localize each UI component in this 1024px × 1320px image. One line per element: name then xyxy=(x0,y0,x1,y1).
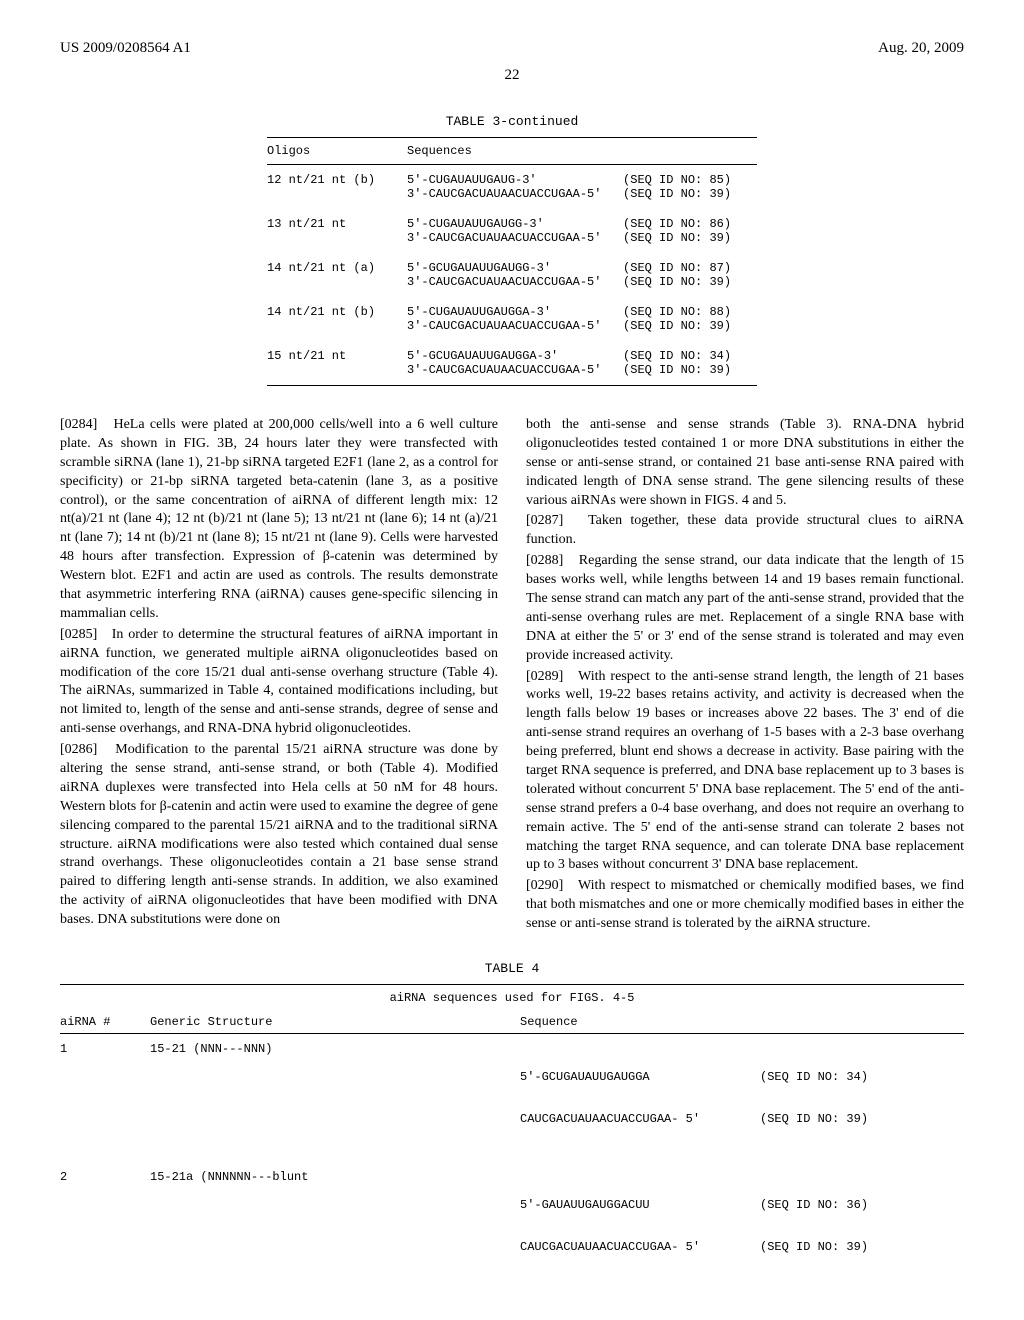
para-text: With respect to mismatched or chemically… xyxy=(526,878,964,931)
seqid1: (SEQ ID NO: 36) xyxy=(760,1198,868,1212)
right-column: both the anti-sense and sense strands (T… xyxy=(526,416,964,936)
airna-num: 1 xyxy=(60,1042,150,1154)
paragraph-0290: [0290] With respect to mismatched or che… xyxy=(526,877,964,934)
table-row: 1 15-21 (NNN---NNN) 5'-GCUGAUAUUGAUGGA C… xyxy=(60,1034,964,1162)
seq1: 5'-CUGAUAUUGAUGGA-3' xyxy=(407,305,551,319)
para-num: [0284] xyxy=(60,417,97,432)
seqid2: (SEQ ID NO: 39) xyxy=(623,319,731,333)
seqid2: (SEQ ID NO: 39) xyxy=(623,187,731,201)
table3: Oligos Sequences 12 nt/21 nt (b) 5'-CUGA… xyxy=(267,137,757,386)
seqid1: (SEQ ID NO: 86) xyxy=(623,217,731,231)
seqid2: (SEQ ID NO: 39) xyxy=(623,231,731,245)
seqid1: (SEQ ID NO: 34) xyxy=(623,349,731,363)
seqid1: (SEQ ID NO: 87) xyxy=(623,261,731,275)
seqid1: (SEQ ID NO: 85) xyxy=(623,173,731,187)
seq2: 3'-CAUCGACUAUAACUACCUGAA-5' xyxy=(407,319,601,333)
seqid2: (SEQ ID NO: 39) xyxy=(760,1112,868,1126)
seq2: CAUCGACUAUAACUACCUGAA- 5' xyxy=(520,1112,760,1126)
seq1: 5'-GCUGAUAUUGAUGGA xyxy=(520,1070,760,1084)
oligo-cell: 12 nt/21 nt (b) xyxy=(267,173,407,201)
para-text: both the anti-sense and sense strands (T… xyxy=(526,417,964,508)
page-header: US 2009/0208564 A1 Aug. 20, 2009 xyxy=(60,40,964,57)
table3-col-oligos: Oligos xyxy=(267,144,407,158)
table-row: 2 15-21a (NNNNNN---blunt 5'-GAUAUUGAUGGA… xyxy=(60,1162,964,1290)
seq1: 5'-GCUGAUAUUGAUGGA-3' xyxy=(407,349,558,363)
table4: aiRNA sequences used for FIGS. 4-5 aiRNA… xyxy=(60,984,964,1290)
para-num: [0288] xyxy=(526,553,563,568)
seq1: 5'-GAUAUUGAUGGACUU xyxy=(520,1198,760,1212)
table4-col-airna: aiRNA # xyxy=(60,1015,150,1029)
seq2: 3'-CAUCGACUAUAACUACCUGAA-5' xyxy=(407,275,601,289)
seqid2: (SEQ ID NO: 39) xyxy=(623,363,731,377)
oligo-cell: 13 nt/21 nt xyxy=(267,217,407,245)
paragraph-0286: [0286] Modification to the parental 15/2… xyxy=(60,741,498,930)
table3-header-row: Oligos Sequences xyxy=(267,137,757,165)
seqid2: (SEQ ID NO: 39) xyxy=(760,1240,868,1254)
paragraph-0284: [0284] HeLa cells were plated at 200,000… xyxy=(60,416,498,624)
seq1: 5'-CUGAUAUUGAUGG-3' xyxy=(407,217,544,231)
table4-title: TABLE 4 xyxy=(60,961,964,976)
para-text: Taken together, these data provide struc… xyxy=(526,513,964,547)
para-num: [0287] xyxy=(526,513,563,528)
publication-number: US 2009/0208564 A1 xyxy=(60,40,191,57)
seq1: 5'-CUGAUAUUGAUG-3' xyxy=(407,173,537,187)
generic-structure: 15-21 (NNN---NNN) xyxy=(150,1042,520,1154)
table-row: 13 nt/21 nt 5'-CUGAUAUUGAUGG-3' (SEQ ID … xyxy=(267,209,757,253)
seq1: 5'-GCUGAUAUUGAUGG-3' xyxy=(407,261,551,275)
para-num: [0286] xyxy=(60,742,97,757)
table-row: 14 nt/21 nt (a) 5'-GCUGAUAUUGAUGG-3' (SE… xyxy=(267,253,757,297)
airna-num: 2 xyxy=(60,1170,150,1282)
para-text: With respect to the anti-sense strand le… xyxy=(526,669,964,873)
para-text: Modification to the parental 15/21 aiRNA… xyxy=(60,742,498,927)
left-column: [0284] HeLa cells were plated at 200,000… xyxy=(60,416,498,936)
table3-title: TABLE 3-continued xyxy=(60,114,964,129)
table4-col-seq: Sequence xyxy=(520,1015,964,1029)
paragraph-0286-cont: both the anti-sense and sense strands (T… xyxy=(526,416,964,510)
oligo-cell: 15 nt/21 nt xyxy=(267,349,407,377)
para-text: In order to determine the structural fea… xyxy=(60,627,498,736)
publication-date: Aug. 20, 2009 xyxy=(878,40,964,57)
para-text: Regarding the sense strand, our data ind… xyxy=(526,553,964,662)
oligo-cell: 14 nt/21 nt (a) xyxy=(267,261,407,289)
page-number: 22 xyxy=(60,67,964,84)
seqid2: (SEQ ID NO: 39) xyxy=(623,275,731,289)
paragraph-0287: [0287] Taken together, these data provid… xyxy=(526,512,964,550)
para-num: [0290] xyxy=(526,878,563,893)
paragraph-0285: [0285] In order to determine the structu… xyxy=(60,626,498,739)
para-num: [0285] xyxy=(60,627,97,642)
table4-header-row: aiRNA # Generic Structure Sequence xyxy=(60,1011,964,1034)
para-num: [0289] xyxy=(526,669,563,684)
table3-col-sequences: Sequences xyxy=(407,144,472,158)
seq2: 3'-CAUCGACUAUAACUACCUGAA-5' xyxy=(407,187,601,201)
seq2: 3'-CAUCGACUAUAACUACCUGAA-5' xyxy=(407,363,601,377)
table-row: 15 nt/21 nt 5'-GCUGAUAUUGAUGGA-3' (SEQ I… xyxy=(267,341,757,386)
table4-subtitle: aiRNA sequences used for FIGS. 4-5 xyxy=(60,984,964,1011)
seq2: CAUCGACUAUAACUACCUGAA- 5' xyxy=(520,1240,760,1254)
paragraph-0288: [0288] Regarding the sense strand, our d… xyxy=(526,552,964,665)
generic-structure: 15-21a (NNNNNN---blunt xyxy=(150,1170,520,1282)
seqid1: (SEQ ID NO: 34) xyxy=(760,1070,868,1084)
table-row: 14 nt/21 nt (b) 5'-CUGAUAUUGAUGGA-3' (SE… xyxy=(267,297,757,341)
body-columns: [0284] HeLa cells were plated at 200,000… xyxy=(60,416,964,936)
seqid1: (SEQ ID NO: 88) xyxy=(623,305,731,319)
table-row: 12 nt/21 nt (b) 5'-CUGAUAUUGAUG-3' (SEQ … xyxy=(267,165,757,209)
table4-col-struct: Generic Structure xyxy=(150,1015,520,1029)
para-text: HeLa cells were plated at 200,000 cells/… xyxy=(60,417,498,621)
seq2: 3'-CAUCGACUAUAACUACCUGAA-5' xyxy=(407,231,601,245)
oligo-cell: 14 nt/21 nt (b) xyxy=(267,305,407,333)
paragraph-0289: [0289] With respect to the anti-sense st… xyxy=(526,668,964,876)
